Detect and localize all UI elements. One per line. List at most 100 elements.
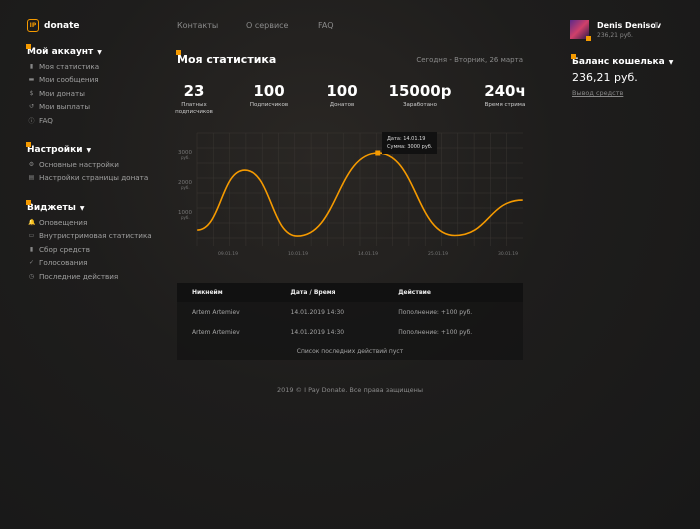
footer: 2019 © I Pay Donate. Все права защищены bbox=[276, 386, 424, 394]
check-icon: ✓ bbox=[28, 259, 35, 267]
sidebar-item[interactable]: ▭ Внутристримовая статистика bbox=[28, 231, 152, 240]
x-tick-label: 10.01.19 bbox=[288, 251, 308, 257]
user-name[interactable]: Denis Denisov bbox=[597, 21, 662, 30]
gear-icon: ⚙ bbox=[28, 161, 35, 168]
section-title: Мой аккаунт bbox=[27, 47, 94, 57]
stat-value: 100 bbox=[326, 82, 358, 100]
sidebar-item-label: Мои сообщения bbox=[39, 75, 99, 85]
chart-tooltip: Дата: 14.01.19 Сумма: 3000 руб. bbox=[382, 132, 438, 154]
sidebar-item[interactable]: ⚙ Основные настройки bbox=[28, 160, 119, 169]
nav-faq[interactable]: FAQ bbox=[318, 21, 334, 30]
status-dot bbox=[586, 36, 591, 41]
sidebar-item-label: Последние действия bbox=[39, 271, 119, 281]
fundraise-icon: ▮ bbox=[29, 245, 34, 253]
actions-table: Никнейм Дата / Время Действие Artem Artemi… bbox=[177, 283, 523, 360]
stat-label: Платных подписчиков bbox=[175, 102, 213, 115]
y-tick-unit: руб. bbox=[181, 185, 190, 190]
y-tick-unit: руб. bbox=[181, 215, 190, 220]
sidebar-section[interactable]: Виджеты ▼ bbox=[25, 200, 85, 213]
logo[interactable]: IP donate bbox=[27, 19, 80, 32]
wallet-amount: 236,21 руб. bbox=[572, 71, 638, 84]
withdraw-link[interactable]: Вывод средств bbox=[572, 89, 624, 97]
y-tick-label: 3000 bbox=[178, 150, 192, 156]
y-tick-label: 1000 bbox=[178, 210, 192, 216]
table-header: Никнейм Дата / Время Действие bbox=[177, 283, 523, 302]
sidebar-item[interactable]: ✓ Голосования bbox=[28, 258, 87, 267]
info-icon: ⓘ bbox=[28, 117, 35, 125]
sidebar-item[interactable]: ⓘ FAQ bbox=[28, 115, 53, 125]
stat-label: Подписчиков bbox=[249, 102, 289, 108]
page-title: Моя статистика bbox=[175, 50, 277, 66]
chevron-down-icon: ▼ bbox=[97, 49, 102, 56]
y-tick-unit: руб. bbox=[181, 155, 190, 160]
sidebar-section[interactable]: Настройки ▼ bbox=[25, 142, 91, 155]
dollar-icon: $ bbox=[29, 89, 34, 97]
sidebar-item[interactable]: ↺ Мои выплаты bbox=[28, 102, 90, 111]
sidebar-item-label: Мои донаты bbox=[39, 88, 85, 98]
wallet-title[interactable]: Баланс кошелька ▼ bbox=[570, 54, 674, 67]
current-date: Сегодня - Вторник, 26 марта bbox=[416, 56, 523, 64]
message-icon: ▬ bbox=[28, 76, 35, 84]
chevron-down-icon: ▼ bbox=[79, 205, 85, 212]
sidebar-section[interactable]: Мой аккаунт ▼ bbox=[26, 44, 102, 57]
section-title: Виджеты bbox=[27, 203, 76, 213]
stat-label: Донатов bbox=[329, 102, 355, 108]
stat-card: 15000р Заработано bbox=[385, 82, 455, 109]
x-tick-label: 14.01.19 bbox=[358, 251, 378, 257]
bar-chart-icon: ▮ bbox=[29, 63, 34, 70]
stat-card: 240ч Время стрима bbox=[470, 82, 540, 109]
nav-about[interactable]: О сервисе bbox=[246, 21, 289, 30]
empty-message: Список последних действий пуст bbox=[296, 347, 404, 355]
sidebar-item-label: Голосования bbox=[39, 258, 88, 268]
sidebar-item[interactable]: ◷ Последние действия bbox=[28, 272, 118, 281]
user-balance: 236,21 руб. bbox=[597, 32, 633, 39]
sidebar-item[interactable]: 🔔 Оповещения bbox=[28, 218, 87, 227]
nav-contacts[interactable]: Контакты bbox=[177, 21, 219, 30]
page-icon: ▤ bbox=[28, 174, 35, 182]
stat-label: Заработано bbox=[402, 102, 438, 108]
monitor-icon: ▭ bbox=[28, 232, 35, 240]
stat-label: Время стрима bbox=[484, 102, 526, 108]
sidebar-item-label: Внутристримовая статистика bbox=[39, 231, 152, 241]
sidebar-item-label: Настройки страницы доната bbox=[39, 173, 149, 183]
stat-value: 240ч bbox=[484, 82, 526, 100]
brand-name: donate bbox=[44, 20, 80, 31]
avatar[interactable] bbox=[570, 20, 591, 41]
payout-icon: ↺ bbox=[28, 103, 35, 111]
logout-icon[interactable] bbox=[655, 22, 658, 28]
y-tick-label: 2000 bbox=[178, 180, 192, 186]
cell-datetime: 14.01.2019 14:30 bbox=[290, 328, 345, 336]
x-tick-label: 25.01.19 bbox=[428, 251, 448, 257]
sidebar-item[interactable]: $ Мои донаты bbox=[28, 89, 85, 98]
tooltip-date: Дата: 14.01.19 bbox=[387, 136, 426, 142]
active-point-marker[interactable] bbox=[375, 150, 381, 156]
col-action: Действие bbox=[383, 283, 523, 302]
sidebar-item-label: Сбор средств bbox=[39, 244, 90, 254]
wallet-title-text: Баланс кошелька bbox=[572, 57, 665, 67]
stat-value: 15000р bbox=[388, 82, 452, 100]
tooltip-sum: Сумма: 3000 руб. bbox=[387, 144, 433, 150]
stat-card: 23 Платных подписчиков bbox=[159, 82, 229, 116]
sidebar-item[interactable]: ▮ Сбор средств bbox=[28, 245, 90, 254]
sidebar-item[interactable]: ▬ Мои сообщения bbox=[28, 75, 99, 84]
cell-nickname: Artem Artemiev bbox=[192, 328, 240, 336]
sidebar-item-label: Моя статистика bbox=[39, 62, 100, 71]
x-tick-label: 30.01.19 bbox=[498, 251, 518, 257]
sidebar-item[interactable]: ▤ Настройки страницы доната bbox=[28, 173, 149, 183]
logo-icon: IP bbox=[27, 19, 39, 32]
stat-card: 100 Подписчиков bbox=[234, 82, 304, 109]
sidebar-item-label: FAQ bbox=[39, 115, 53, 125]
stat-value: 100 bbox=[253, 82, 285, 100]
cell-datetime: 14.01.2019 14:30 bbox=[290, 308, 345, 316]
sidebar-item-label: Основные настройки bbox=[39, 160, 119, 169]
stat-value: 23 bbox=[183, 82, 205, 100]
cell-action: Пополнение: +100 руб. bbox=[398, 308, 473, 316]
table-row: Artem Artemiev 14.01.2019 14:30 Пополнение… bbox=[177, 322, 523, 342]
stat-card: 100 Донатов bbox=[307, 82, 377, 109]
series-line bbox=[197, 152, 523, 237]
col-nickname: Никнейм bbox=[177, 283, 276, 302]
chevron-down-icon: ▼ bbox=[668, 59, 674, 66]
sidebar-item[interactable]: ▮ Моя статистика bbox=[28, 62, 99, 71]
col-datetime: Дата / Время bbox=[275, 283, 384, 302]
